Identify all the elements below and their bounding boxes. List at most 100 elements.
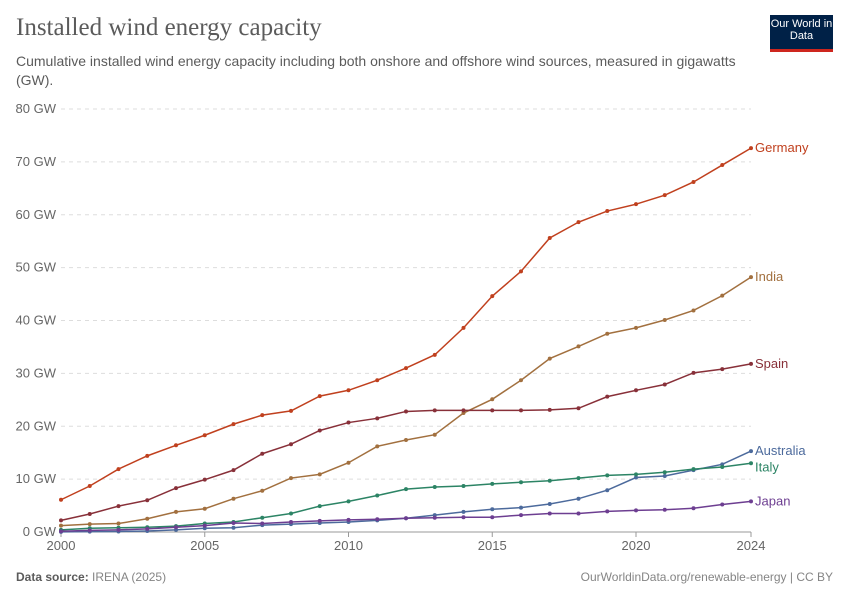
data-point-spain	[116, 504, 121, 509]
data-point-spain	[317, 428, 322, 433]
data-point-india	[174, 509, 178, 514]
y-tick-label: 50 GW	[16, 260, 57, 275]
data-point-japan	[432, 515, 437, 520]
data-point-japan	[375, 517, 380, 522]
data-point-india	[605, 331, 610, 336]
data-point-india	[231, 496, 236, 501]
data-point-italy	[289, 511, 293, 516]
data-point-italy	[720, 464, 725, 469]
data-point-japan	[490, 515, 495, 520]
x-tick-label: 2000	[47, 538, 76, 553]
data-point-italy	[605, 473, 610, 478]
data-point-spain	[634, 388, 638, 393]
data-point-germany	[375, 378, 380, 383]
data-point-india	[87, 522, 92, 527]
y-tick-label: 20 GW	[16, 418, 57, 433]
chart-subtitle: Cumulative installed wind energy capacit…	[16, 53, 736, 88]
data-point-india	[289, 476, 293, 481]
data-point-spain	[662, 382, 667, 387]
data-point-australia	[461, 509, 466, 514]
series-line-germany	[60, 147, 752, 501]
data-point-japan	[145, 526, 150, 531]
data-point-india	[346, 460, 351, 465]
owid-logo[interactable]: Our World in Data	[770, 15, 833, 52]
data-point-japan	[634, 508, 638, 513]
data-point-india	[404, 437, 408, 442]
data-point-japan	[547, 511, 552, 516]
chart-title: Installed wind energy capacity	[16, 14, 322, 41]
y-tick-label: 60 GW	[16, 207, 57, 222]
data-point-germany	[289, 408, 293, 413]
data-point-germany	[231, 422, 236, 427]
data-point-germany	[317, 394, 322, 399]
x-tick-label: 2010	[334, 538, 363, 553]
x-tick-label: 2020	[622, 538, 651, 553]
data-point-japan	[691, 506, 696, 511]
data-point-italy	[634, 472, 638, 477]
data-point-japan	[576, 511, 581, 516]
data-point-italy	[317, 504, 322, 509]
data-point-italy	[547, 478, 552, 483]
url-license[interactable]: OurWorldinData.org/renewable-energy | CC…	[580, 570, 833, 584]
series-label: India	[755, 269, 784, 284]
data-point-japan	[87, 528, 92, 533]
data-point-germany	[432, 352, 437, 357]
x-tick-label: 2024	[737, 538, 766, 553]
data-point-india	[662, 317, 667, 322]
data-point-germany	[59, 497, 63, 502]
data-point-india	[202, 506, 207, 511]
data-point-italy	[576, 476, 581, 481]
data-point-india	[634, 325, 638, 330]
data-point-italy	[260, 515, 265, 520]
data-point-italy	[749, 461, 753, 466]
data-point-spain	[346, 420, 351, 425]
series-label: Italy	[755, 459, 779, 474]
data-point-japan	[404, 516, 408, 521]
x-tick-label: 2005	[190, 538, 219, 553]
data-point-australia	[519, 505, 523, 510]
data-point-japan	[461, 515, 466, 520]
data-source: Data source: IRENA (2025)	[16, 570, 166, 584]
data-point-germany	[87, 483, 92, 488]
y-tick-label: 80 GW	[16, 101, 57, 116]
data-point-spain	[605, 394, 610, 399]
data-point-australia	[605, 488, 610, 493]
data-point-spain	[375, 416, 380, 421]
series-label: Australia	[755, 443, 806, 458]
data-point-italy	[375, 493, 380, 498]
data-point-japan	[260, 521, 265, 526]
data-point-germany	[404, 366, 408, 371]
series-label: Spain	[755, 356, 788, 371]
source-link[interactable]: IRENA (2025)	[92, 570, 167, 584]
data-point-italy	[519, 480, 523, 485]
data-point-italy	[461, 483, 466, 488]
data-point-germany	[662, 193, 667, 198]
data-point-india	[547, 356, 552, 361]
data-point-italy	[490, 481, 495, 486]
data-point-japan	[231, 521, 236, 526]
data-point-india	[519, 378, 523, 383]
data-point-germany	[202, 433, 207, 438]
data-point-australia	[547, 501, 552, 506]
data-point-japan	[116, 527, 121, 532]
data-point-australia	[749, 449, 753, 454]
data-point-australia	[490, 507, 495, 512]
data-point-india	[317, 472, 322, 477]
data-point-india	[432, 432, 437, 437]
data-point-india	[116, 521, 121, 526]
data-point-germany	[145, 453, 150, 458]
series-line-spain	[60, 363, 752, 522]
data-point-germany	[576, 220, 581, 225]
data-point-spain	[59, 518, 63, 523]
data-point-japan	[59, 529, 63, 534]
x-tick-label: 2015	[478, 538, 507, 553]
data-point-japan	[202, 523, 207, 528]
data-point-spain	[749, 361, 753, 366]
data-point-japan	[720, 502, 725, 507]
y-tick-label: 70 GW	[16, 154, 57, 169]
data-point-japan	[346, 517, 351, 522]
data-point-japan	[289, 519, 293, 524]
data-point-germany	[720, 163, 725, 168]
data-point-germany	[461, 325, 466, 330]
